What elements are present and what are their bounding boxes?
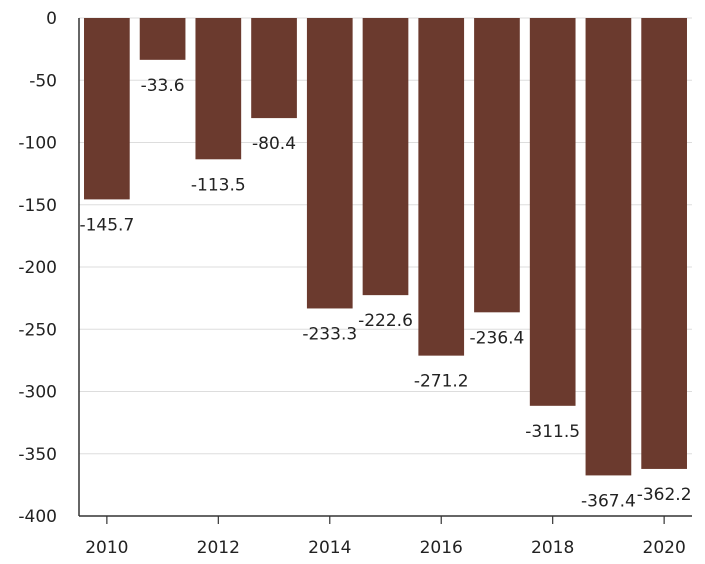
bar-2010 [84,18,130,200]
y-tick-label: -200 [18,258,57,278]
x-tick-label: 2018 [531,538,574,558]
y-tick-label: -350 [18,445,57,465]
y-tick-label: -150 [18,196,57,216]
bar-2020 [641,18,687,469]
x-tick-label: 2016 [420,538,463,558]
y-tick-label: -400 [18,507,57,527]
bar-2018 [529,18,576,406]
bar-2013 [251,18,297,119]
bar-2015 [362,18,409,296]
bar-2016 [418,18,465,356]
data-label: -113.5 [191,175,246,195]
x-tick-label: 2012 [197,538,240,558]
data-label: -311.5 [525,422,580,442]
bar-2017 [474,18,520,313]
y-tick-label: -50 [29,71,57,91]
x-tick-label: 2014 [308,538,351,558]
bar-2011 [139,18,186,60]
y-tick-labels: 0 -50 -100 -150 -200 -250 -300 -350 -400 [18,9,57,527]
data-label: -80.4 [252,134,296,154]
bar-2012 [195,18,242,160]
data-label: -271.2 [414,372,469,392]
bar-2014 [306,18,353,309]
x-tick-labels: 2010 2012 2014 2016 2018 2020 [85,538,686,558]
data-label: -33.6 [141,76,185,96]
x-tick-label: 2020 [643,538,686,558]
bars [84,18,687,476]
y-tick-label: -300 [18,383,57,403]
data-label: -233.3 [302,324,357,344]
data-label: -222.6 [358,311,413,331]
data-label: -145.7 [79,215,134,235]
y-tick-label: 0 [46,9,57,29]
bar-2019 [585,18,632,476]
y-tick-label: -250 [18,320,57,340]
x-tick-label: 2010 [85,538,128,558]
data-labels: -145.7 -33.6 -113.5 -80.4 -233.3-222.6 -271.2… [79,76,691,512]
axes [78,18,692,524]
data-label: -367.4 [581,491,636,511]
data-label: -362.2 [637,485,692,505]
y-tick-label: -100 [18,134,57,154]
data-label: -236.4 [470,328,525,348]
